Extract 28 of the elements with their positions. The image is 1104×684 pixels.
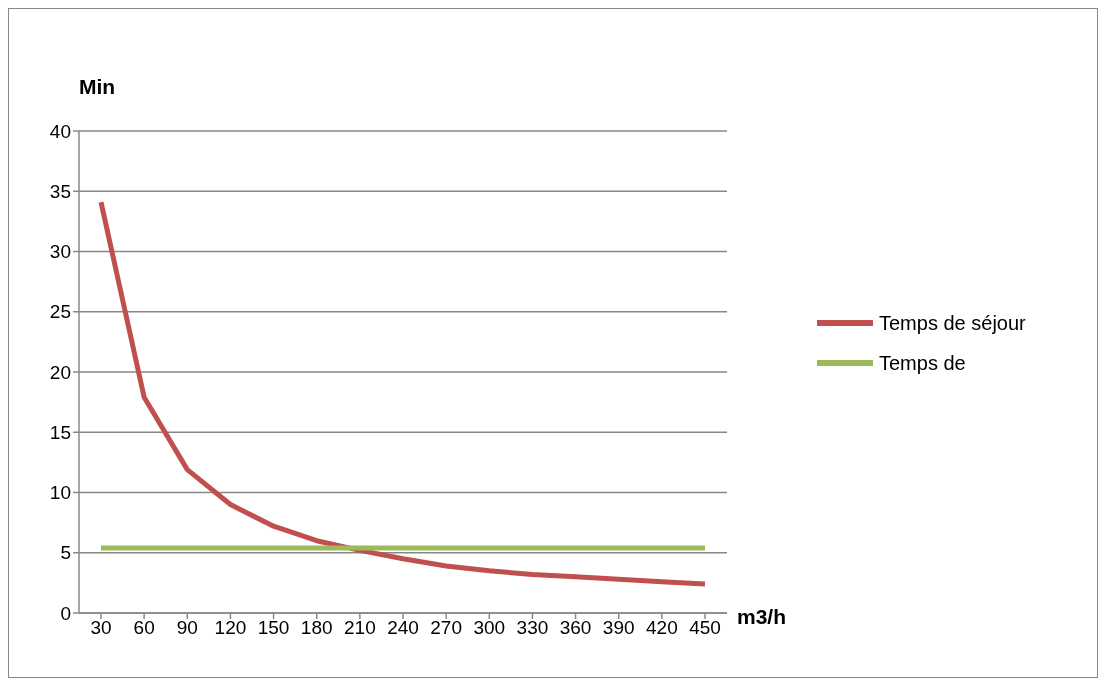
x-tick-label: 240 (387, 617, 419, 639)
x-tick-label: 450 (689, 617, 721, 639)
y-tick-label: 30 (49, 241, 71, 263)
y-tick-label: 40 (49, 120, 71, 142)
y-tick-label: 10 (49, 482, 71, 504)
x-tick-label: 120 (214, 617, 247, 639)
x-tick-label: 30 (90, 617, 112, 639)
x-tick-label: 330 (516, 617, 549, 639)
y-tick-label: 35 (49, 180, 71, 202)
y-tick-label: 20 (49, 361, 71, 383)
x-tick-label: 420 (646, 617, 678, 639)
x-axis-title: m3/h (737, 605, 787, 629)
x-tick-label: 60 (133, 617, 155, 639)
y-axis-title: Min (79, 75, 116, 99)
x-tick-label: 210 (344, 617, 376, 639)
x-tick-label: 90 (176, 617, 198, 639)
x-tick-label: 150 (257, 617, 290, 639)
y-tick-label: 25 (49, 301, 71, 323)
x-tick-label: 360 (559, 617, 592, 639)
x-tick-label: 390 (602, 617, 635, 639)
y-tick-label: 15 (49, 421, 71, 443)
y-tick-label: 5 (60, 542, 71, 564)
x-tick-label: 300 (473, 617, 506, 639)
x-tick-label: 180 (300, 617, 333, 639)
legend-label: Temps de séjour (879, 311, 1026, 335)
legend-label: Temps de (879, 351, 966, 375)
y-tick-label: 0 (60, 602, 71, 624)
x-tick-label: 270 (430, 617, 462, 639)
